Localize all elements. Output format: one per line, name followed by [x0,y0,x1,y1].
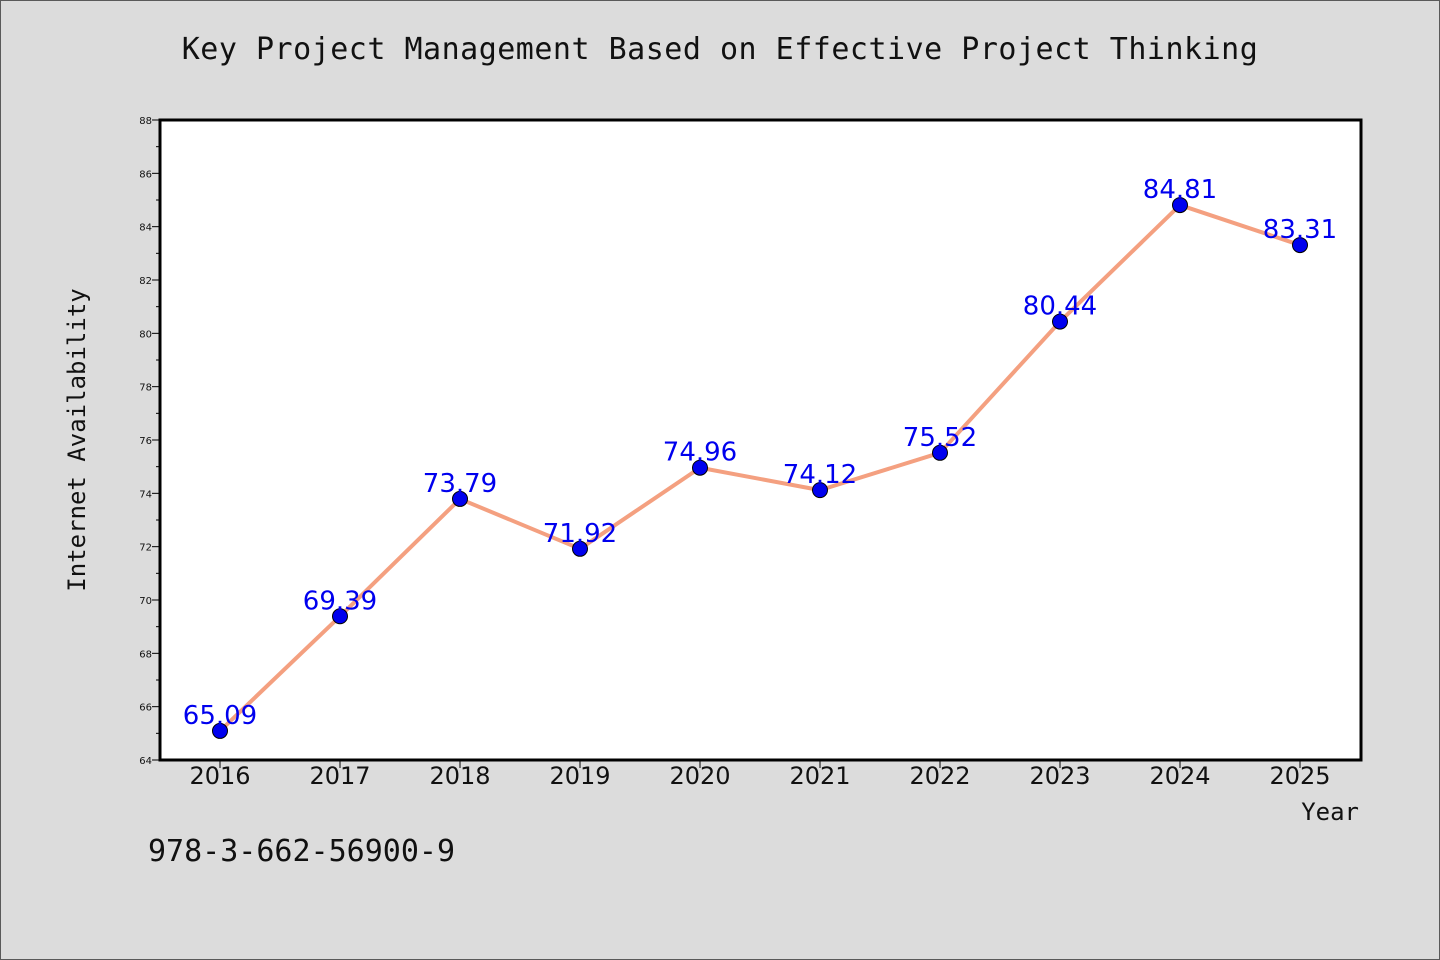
y-tick-label: 70 [139,596,152,607]
y-tick-label: 68 [139,649,152,660]
y-axis-label: Internet Availability [63,288,91,591]
data-labels-group: 65.09 69.39 73.79 71.92 74.96 74.12 75.52 80.44… [183,175,1337,731]
data-point-marker [692,459,708,476]
x-tick-label: 2023 [1029,762,1090,790]
data-point-marker [1052,313,1068,330]
series-line [218,203,1302,733]
y-tick-label: 66 [139,703,152,714]
y-tick-label: 82 [139,276,152,287]
plot-area [158,118,1363,762]
data-label: 83.31 [1263,215,1337,245]
y-tick-label: 88 [139,116,152,127]
y-tick-label: 72 [139,543,152,554]
markers-group [212,197,1308,739]
x-tick-label: 2016 [189,762,250,790]
data-point-marker [932,444,948,461]
x-tick-label: 2021 [789,762,850,790]
data-point-marker [212,722,228,739]
x-tick-label: 2025 [1269,762,1330,790]
data-label: 75.52 [903,423,977,453]
data-label: 74.12 [783,460,857,490]
x-axis-label: Year [1301,798,1359,826]
y-tick-label: 78 [139,383,152,394]
data-label: 71.92 [543,519,617,549]
data-point-marker [1292,237,1308,254]
x-tick-label: 2017 [309,762,370,790]
series-line-group [218,203,1302,733]
data-label: 69.39 [303,586,377,616]
chart-title: Key Project Management Based on Effectiv… [181,32,1259,67]
y-axis-ticks: 64 66 68 70 72 74 76 78 80 82 84 86 88 [139,116,160,767]
data-point-marker [1172,197,1188,214]
x-tick-label: 2019 [549,762,610,790]
data-point-marker [452,490,468,507]
data-label: 80.44 [1023,292,1097,322]
data-point-marker [572,540,588,557]
x-tick-label: 2024 [1149,762,1210,790]
y-tick-label: 76 [139,436,152,447]
y-tick-label: 86 [139,169,152,180]
x-tick-label: 2022 [909,762,970,790]
data-point-marker [812,482,828,499]
data-label: 84.81 [1143,175,1217,205]
x-axis-ticks: 2016 2017 2018 2019 2020 2021 2022 2023 2024 2025 [189,760,1331,790]
y-tick-label: 64 [139,756,152,767]
data-label: 74.96 [663,438,737,468]
y-tick-label: 84 [139,223,152,234]
data-label: 73.79 [423,469,497,499]
x-tick-label: 2020 [669,762,730,790]
x-tick-label: 2018 [429,762,490,790]
y-tick-label: 74 [139,489,152,500]
y-tick-label: 80 [139,329,152,340]
isbn-annotation: 978-3-662-56900-9 [148,834,456,869]
data-label: 65.09 [183,701,257,731]
data-point-marker [332,608,348,625]
